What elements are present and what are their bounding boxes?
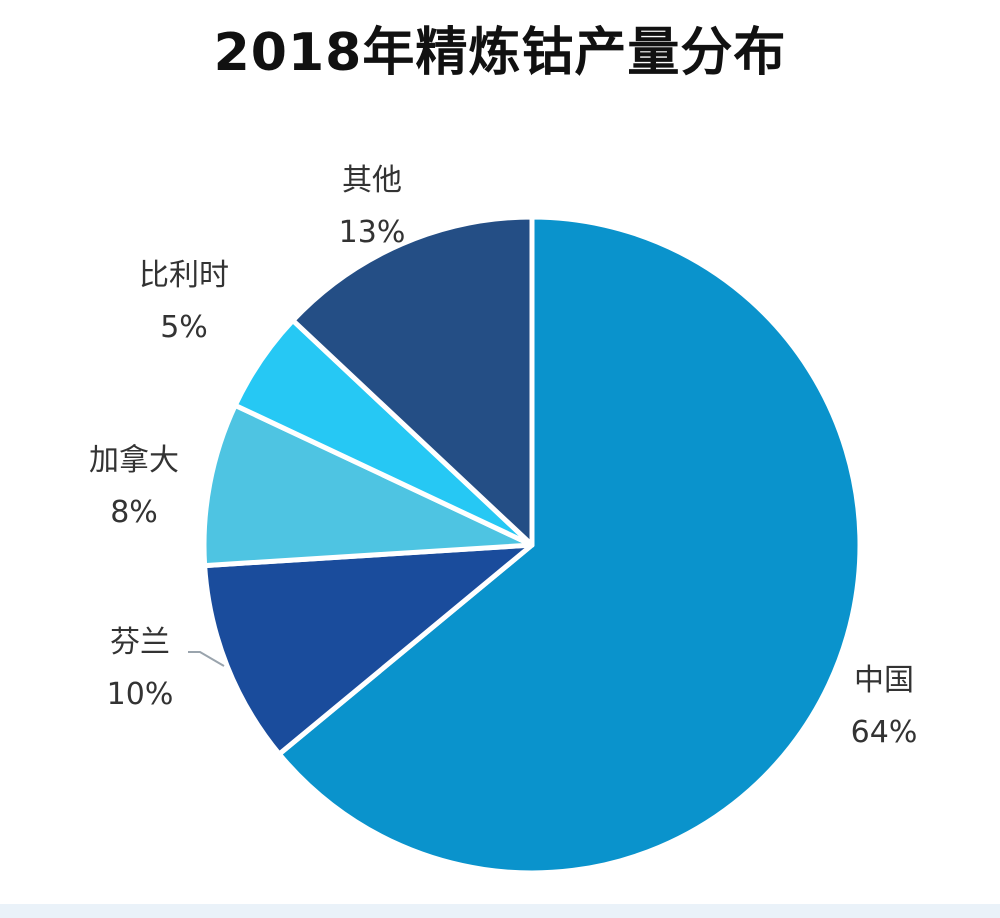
pie-slice-1: [202, 542, 535, 757]
slice-label-category: 中国: [854, 663, 914, 698]
slice-label-value: 13%: [339, 215, 406, 250]
bottom-strip: [0, 904, 1000, 918]
leader-line-finland: [188, 651, 225, 667]
slice-label-value: 5%: [160, 310, 208, 345]
pie-slice-4: [290, 214, 535, 548]
pie-slice-2: [201, 402, 535, 569]
slice-label-value: 64%: [851, 715, 918, 750]
pie-slice-0: [276, 214, 863, 876]
slice-label-category: 加拿大: [89, 443, 179, 478]
slice-label-category: 比利时: [139, 258, 229, 293]
slice-label-category: 芬兰: [110, 625, 170, 660]
chart-title: 2018年精炼钴产量分布: [213, 23, 787, 83]
slice-label-value: 8%: [110, 495, 158, 530]
slice-label-value: 10%: [107, 677, 174, 712]
slice-label-category: 其他: [342, 163, 402, 198]
